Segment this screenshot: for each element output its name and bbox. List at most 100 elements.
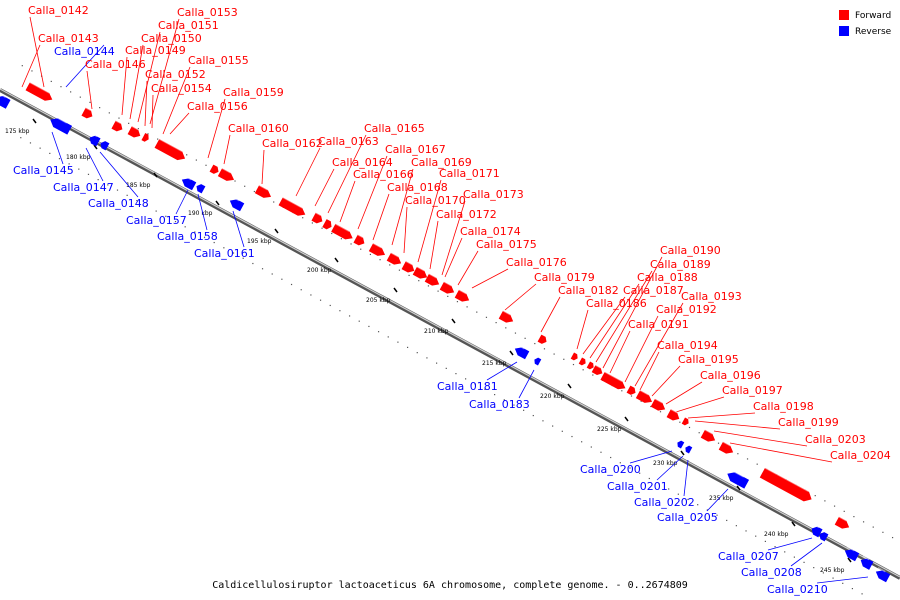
- gene-label[interactable]: Calla_0144: [54, 45, 115, 58]
- gene-label[interactable]: Calla_0199: [778, 416, 839, 429]
- gene-label[interactable]: Calla_0147: [53, 181, 114, 194]
- reverse-gene-feature[interactable]: [843, 546, 860, 562]
- gene-label[interactable]: Calla_0197: [722, 384, 783, 397]
- gene-label[interactable]: Calla_0150: [141, 32, 202, 45]
- forward-gene-feature[interactable]: [127, 125, 143, 140]
- forward-gene-feature[interactable]: [759, 467, 814, 504]
- gene-label[interactable]: Calla_0179: [534, 271, 595, 284]
- forward-gene-feature[interactable]: [635, 389, 654, 406]
- forward-gene-feature[interactable]: [537, 334, 549, 346]
- gene-label[interactable]: Calla_0183: [469, 398, 530, 411]
- gene-label[interactable]: Calla_0190: [660, 244, 721, 257]
- gene-label[interactable]: Calla_0151: [158, 19, 219, 32]
- reverse-gene-feature[interactable]: [513, 344, 530, 360]
- reverse-gene-feature[interactable]: [818, 531, 829, 542]
- forward-gene-feature[interactable]: [498, 310, 516, 326]
- gene-label[interactable]: Calla_0204: [830, 449, 891, 462]
- forward-gene-feature[interactable]: [578, 357, 588, 366]
- forward-gene-feature[interactable]: [311, 212, 324, 226]
- reverse-gene-feature[interactable]: [874, 567, 891, 583]
- forward-gene-feature[interactable]: [454, 289, 472, 305]
- forward-gene-feature[interactable]: [111, 120, 124, 134]
- forward-gene-feature[interactable]: [626, 385, 638, 397]
- forward-gene-feature[interactable]: [386, 252, 404, 268]
- forward-gene-feature[interactable]: [700, 429, 718, 445]
- gene-label[interactable]: Calla_0146: [85, 58, 146, 71]
- forward-gene-feature[interactable]: [81, 107, 94, 121]
- forward-gene-feature[interactable]: [424, 273, 442, 289]
- reverse-gene-feature[interactable]: [676, 439, 685, 449]
- gene-label[interactable]: Calla_0167: [385, 143, 446, 156]
- reverse-gene-feature[interactable]: [859, 555, 874, 570]
- reverse-gene-feature[interactable]: [180, 175, 197, 191]
- forward-gene-feature[interactable]: [412, 266, 430, 282]
- gene-label[interactable]: Calla_0207: [718, 550, 779, 563]
- gene-label[interactable]: Calla_0161: [194, 247, 255, 260]
- reverse-gene-feature[interactable]: [809, 524, 823, 538]
- gene-label[interactable]: Calla_0160: [228, 122, 289, 135]
- forward-gene-feature[interactable]: [650, 398, 668, 414]
- forward-gene-feature[interactable]: [834, 516, 852, 532]
- reverse-gene-feature[interactable]: [228, 196, 245, 212]
- gene-label[interactable]: Calla_0194: [657, 339, 718, 352]
- gene-label[interactable]: Calla_0153: [177, 6, 238, 19]
- gene-label[interactable]: Calla_0155: [188, 54, 249, 67]
- gene-label[interactable]: Calla_0163: [318, 135, 379, 148]
- forward-gene-feature[interactable]: [217, 167, 236, 184]
- reverse-gene-feature[interactable]: [0, 92, 11, 109]
- reverse-gene-feature[interactable]: [533, 356, 542, 366]
- gene-label[interactable]: Calla_0193: [681, 290, 742, 303]
- forward-gene-feature[interactable]: [718, 441, 736, 457]
- gene-label[interactable]: Calla_0170: [405, 194, 466, 207]
- gene-label[interactable]: Calla_0205: [657, 511, 718, 524]
- forward-gene-feature[interactable]: [368, 242, 387, 259]
- gene-label[interactable]: Calla_0145: [13, 164, 74, 177]
- forward-gene-feature[interactable]: [278, 196, 308, 218]
- gene-label[interactable]: Calla_0166: [353, 168, 414, 181]
- gene-label[interactable]: Calla_0201: [607, 480, 668, 493]
- gene-label[interactable]: Calla_0192: [656, 303, 717, 316]
- forward-gene-feature[interactable]: [209, 164, 221, 176]
- forward-gene-feature[interactable]: [586, 361, 596, 370]
- forward-gene-feature[interactable]: [591, 364, 605, 377]
- forward-gene-feature[interactable]: [401, 260, 417, 275]
- gene-label[interactable]: Calla_0182: [558, 284, 619, 297]
- forward-gene-feature[interactable]: [353, 234, 366, 248]
- gene-label[interactable]: Calla_0173: [463, 188, 524, 201]
- forward-gene-feature[interactable]: [331, 223, 355, 242]
- gene-label[interactable]: Calla_0152: [145, 68, 206, 81]
- reverse-gene-feature[interactable]: [99, 140, 110, 151]
- gene-label[interactable]: Calla_0142: [28, 4, 89, 17]
- gene-label[interactable]: Calla_0181: [437, 380, 498, 393]
- forward-gene-feature[interactable]: [322, 219, 333, 231]
- forward-gene-feature[interactable]: [25, 81, 55, 103]
- gene-label[interactable]: Calla_0174: [460, 225, 521, 238]
- reverse-gene-feature[interactable]: [195, 183, 206, 194]
- forward-gene-feature[interactable]: [141, 133, 150, 143]
- forward-gene-feature[interactable]: [681, 417, 691, 426]
- forward-gene-feature[interactable]: [600, 371, 627, 392]
- gene-label[interactable]: Calla_0159: [223, 86, 284, 99]
- gene-label[interactable]: Calla_0149: [125, 44, 186, 57]
- gene-label[interactable]: Calla_0191: [628, 318, 689, 331]
- gene-label[interactable]: Calla_0200: [580, 463, 641, 476]
- reverse-gene-feature[interactable]: [87, 133, 101, 147]
- reverse-gene-feature[interactable]: [684, 444, 693, 454]
- gene-label[interactable]: Calla_0188: [637, 271, 698, 284]
- reverse-gene-feature[interactable]: [725, 468, 750, 489]
- forward-gene-feature[interactable]: [666, 408, 682, 423]
- forward-gene-feature[interactable]: [570, 352, 580, 361]
- gene-label[interactable]: Calla_0172: [436, 208, 497, 221]
- gene-label[interactable]: Calla_0176: [506, 256, 567, 269]
- gene-label[interactable]: Calla_0165: [364, 122, 425, 135]
- gene-label[interactable]: Calla_0162: [262, 137, 323, 150]
- gene-label[interactable]: Calla_0171: [439, 167, 500, 180]
- gene-label[interactable]: Calla_0143: [38, 32, 99, 45]
- gene-label[interactable]: Calla_0175: [476, 238, 537, 251]
- gene-label[interactable]: Calla_0187: [623, 284, 684, 297]
- gene-label[interactable]: Calla_0154: [151, 82, 212, 95]
- gene-label[interactable]: Calla_0164: [332, 156, 393, 169]
- gene-label[interactable]: Calla_0203: [805, 433, 866, 446]
- forward-gene-feature[interactable]: [439, 281, 457, 297]
- gene-label[interactable]: Calla_0156: [187, 100, 248, 113]
